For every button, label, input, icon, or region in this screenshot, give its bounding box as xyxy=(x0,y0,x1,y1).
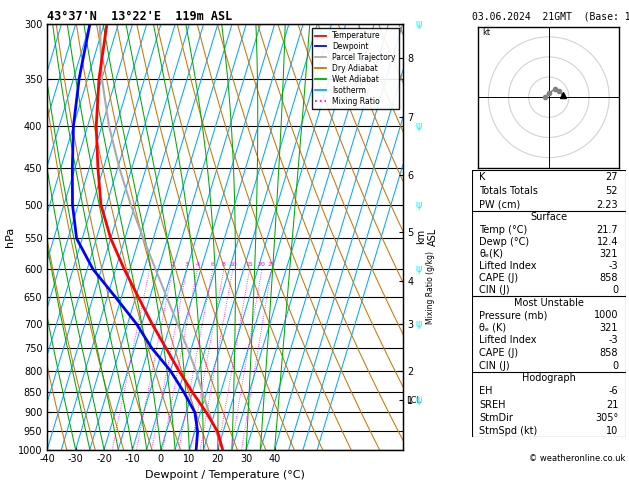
Text: 52: 52 xyxy=(606,186,618,196)
Text: 321: 321 xyxy=(599,323,618,333)
Text: Most Unstable: Most Unstable xyxy=(514,298,584,308)
Text: Mixing Ratio (g/kg): Mixing Ratio (g/kg) xyxy=(426,251,435,325)
Text: 0: 0 xyxy=(612,285,618,295)
Legend: Temperature, Dewpoint, Parcel Trajectory, Dry Adiabat, Wet Adiabat, Isotherm, Mi: Temperature, Dewpoint, Parcel Trajectory… xyxy=(311,28,399,109)
Text: 25: 25 xyxy=(268,262,276,267)
Y-axis label: hPa: hPa xyxy=(5,227,15,247)
Text: 321: 321 xyxy=(599,249,618,259)
Text: © weatheronline.co.uk: © weatheronline.co.uk xyxy=(530,454,626,464)
Text: 1: 1 xyxy=(148,262,152,267)
Text: PW (cm): PW (cm) xyxy=(479,200,521,209)
Text: Totals Totals: Totals Totals xyxy=(479,186,538,196)
Text: Temp (°C): Temp (°C) xyxy=(479,225,528,235)
Text: 8: 8 xyxy=(222,262,226,267)
Text: Hodograph: Hodograph xyxy=(522,373,576,383)
Text: 4: 4 xyxy=(196,262,199,267)
Text: 21: 21 xyxy=(606,399,618,410)
Text: K: K xyxy=(479,172,486,182)
Text: Lifted Index: Lifted Index xyxy=(479,261,537,271)
Text: ψ: ψ xyxy=(415,200,421,210)
Text: ψ: ψ xyxy=(415,318,421,329)
Text: 305°: 305° xyxy=(595,413,618,423)
Text: CAPE (J): CAPE (J) xyxy=(479,273,518,283)
Text: -3: -3 xyxy=(608,335,618,346)
Text: 10: 10 xyxy=(606,426,618,436)
Text: -3: -3 xyxy=(608,261,618,271)
Text: Lifted Index: Lifted Index xyxy=(479,335,537,346)
X-axis label: Dewpoint / Temperature (°C): Dewpoint / Temperature (°C) xyxy=(145,470,305,480)
Text: Pressure (mb): Pressure (mb) xyxy=(479,310,548,320)
Text: Dewp (°C): Dewp (°C) xyxy=(479,237,530,247)
Text: ψ: ψ xyxy=(415,19,421,29)
Text: θₑ (K): θₑ (K) xyxy=(479,323,506,333)
Text: 03.06.2024  21GMT  (Base: 18): 03.06.2024 21GMT (Base: 18) xyxy=(472,12,629,22)
Text: 10: 10 xyxy=(229,262,237,267)
Text: 858: 858 xyxy=(599,348,618,358)
Text: 12.4: 12.4 xyxy=(597,237,618,247)
Text: EH: EH xyxy=(479,386,493,397)
Text: CAPE (J): CAPE (J) xyxy=(479,348,518,358)
Text: CIN (J): CIN (J) xyxy=(479,361,510,370)
Text: 43°37'N  13°22'E  119m ASL: 43°37'N 13°22'E 119m ASL xyxy=(47,10,233,23)
Text: 858: 858 xyxy=(599,273,618,283)
Text: StmSpd (kt): StmSpd (kt) xyxy=(479,426,538,436)
Text: kt: kt xyxy=(482,28,491,37)
Text: ψ: ψ xyxy=(415,264,421,274)
Text: 6: 6 xyxy=(211,262,214,267)
Text: 3: 3 xyxy=(185,262,189,267)
Text: 2: 2 xyxy=(170,262,175,267)
Text: 21.7: 21.7 xyxy=(596,225,618,235)
Text: 20: 20 xyxy=(258,262,266,267)
Text: 15: 15 xyxy=(246,262,253,267)
Text: 27: 27 xyxy=(606,172,618,182)
Text: CIN (J): CIN (J) xyxy=(479,285,510,295)
Text: LCL: LCL xyxy=(406,396,421,405)
Text: 2.23: 2.23 xyxy=(596,200,618,209)
Text: 1000: 1000 xyxy=(594,310,618,320)
Text: Surface: Surface xyxy=(530,212,567,223)
Text: StmDir: StmDir xyxy=(479,413,513,423)
Y-axis label: km
ASL: km ASL xyxy=(416,228,438,246)
Text: θₑ(K): θₑ(K) xyxy=(479,249,503,259)
Text: 0: 0 xyxy=(612,361,618,370)
Text: SREH: SREH xyxy=(479,399,506,410)
Text: ψ: ψ xyxy=(415,121,421,131)
Text: ψ: ψ xyxy=(415,396,421,405)
Text: -6: -6 xyxy=(608,386,618,397)
